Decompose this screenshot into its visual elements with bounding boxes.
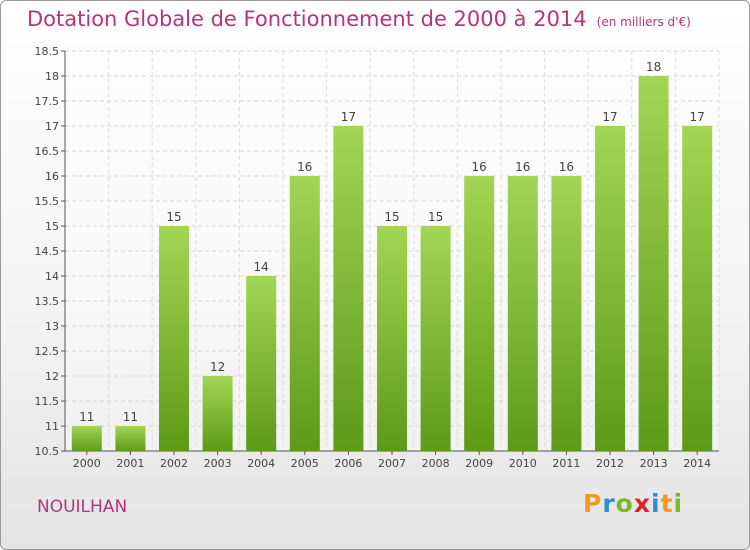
x-tick-label: 2000 xyxy=(73,457,101,470)
bar xyxy=(595,126,625,451)
logo-letter: r xyxy=(602,489,616,518)
commune-name: NOUILHAN xyxy=(37,497,128,517)
bar xyxy=(464,176,495,451)
data-label: 16 xyxy=(515,160,530,174)
data-label: 17 xyxy=(602,110,617,124)
x-tick-label: 2009 xyxy=(465,457,493,470)
x-tick-label: 2010 xyxy=(509,457,537,470)
bar xyxy=(246,276,277,451)
chart-unit: (en milliers d'€) xyxy=(596,15,691,29)
data-label: 16 xyxy=(559,160,574,174)
y-tick-label: 18.5 xyxy=(35,45,60,58)
y-tick-label: 13.5 xyxy=(35,295,60,308)
data-label: 16 xyxy=(297,160,312,174)
y-tick-label: 14.5 xyxy=(35,245,60,258)
x-tick-label: 2002 xyxy=(160,457,188,470)
x-tick-label: 2013 xyxy=(640,457,668,470)
bar xyxy=(507,176,538,451)
y-tick-label: 18 xyxy=(45,70,59,83)
logo-letter: x xyxy=(633,489,651,518)
x-tick-label: 2014 xyxy=(683,457,711,470)
y-tick-label: 12.5 xyxy=(35,345,60,358)
y-tick-label: 10.5 xyxy=(35,445,60,458)
chart-title: Dotation Globale de Fonctionnement de 20… xyxy=(27,7,587,31)
bar xyxy=(333,126,364,451)
y-tick-label: 11.5 xyxy=(35,395,60,408)
data-label: 17 xyxy=(341,110,356,124)
y-tick-label: 16 xyxy=(45,170,59,183)
y-tick-label: 14 xyxy=(45,270,59,283)
bar xyxy=(420,226,451,451)
y-tick-label: 13 xyxy=(45,320,59,333)
x-tick-label: 2005 xyxy=(291,457,319,470)
data-label: 18 xyxy=(646,60,661,74)
logo-letter: P xyxy=(583,489,603,518)
chart-title-block: Dotation Globale de Fonctionnement de 20… xyxy=(27,7,691,31)
proxiti-logo: Proxiti xyxy=(583,489,683,518)
x-tick-label: 2001 xyxy=(116,457,144,470)
y-tick-label: 12 xyxy=(45,370,59,383)
bar xyxy=(71,426,102,451)
data-label: 15 xyxy=(384,210,399,224)
bar xyxy=(377,226,407,451)
bar xyxy=(115,426,146,451)
x-tick-label: 2012 xyxy=(596,457,624,470)
y-tick-label: 15 xyxy=(45,220,59,233)
x-tick-label: 2008 xyxy=(422,457,450,470)
data-label: 11 xyxy=(123,410,138,424)
y-tick-label: 17.5 xyxy=(35,95,60,108)
y-tick-label: 16.5 xyxy=(35,145,60,158)
x-tick-label: 2003 xyxy=(204,457,232,470)
data-label: 17 xyxy=(690,110,705,124)
y-tick-label: 15.5 xyxy=(35,195,60,208)
x-tick-label: 2007 xyxy=(378,457,406,470)
x-tick-label: 2006 xyxy=(334,457,362,470)
bar xyxy=(202,376,233,451)
x-tick-label: 2011 xyxy=(552,457,580,470)
data-label: 16 xyxy=(472,160,487,174)
logo-letter: i xyxy=(673,489,684,518)
y-tick-label: 17 xyxy=(45,120,59,133)
bar xyxy=(638,76,669,451)
logo-letter: o xyxy=(615,489,634,518)
data-label: 15 xyxy=(428,210,443,224)
data-label: 11 xyxy=(79,410,94,424)
y-tick-label: 11 xyxy=(45,420,59,433)
logo-letter: i xyxy=(651,489,661,518)
labels: 10.5 11 11.5 12 12.5 13 13.5 14 14.5 15 15.5 16 16.5… xyxy=(35,45,712,470)
logo-letter: t xyxy=(660,489,674,518)
data-label: 14 xyxy=(254,260,269,274)
bar xyxy=(551,176,582,451)
bar xyxy=(682,126,713,451)
bar xyxy=(289,176,320,451)
bar xyxy=(159,226,189,451)
data-label: 15 xyxy=(166,210,181,224)
data-label: 12 xyxy=(210,360,225,374)
bars xyxy=(71,76,713,451)
x-tick-label: 2004 xyxy=(247,457,275,470)
